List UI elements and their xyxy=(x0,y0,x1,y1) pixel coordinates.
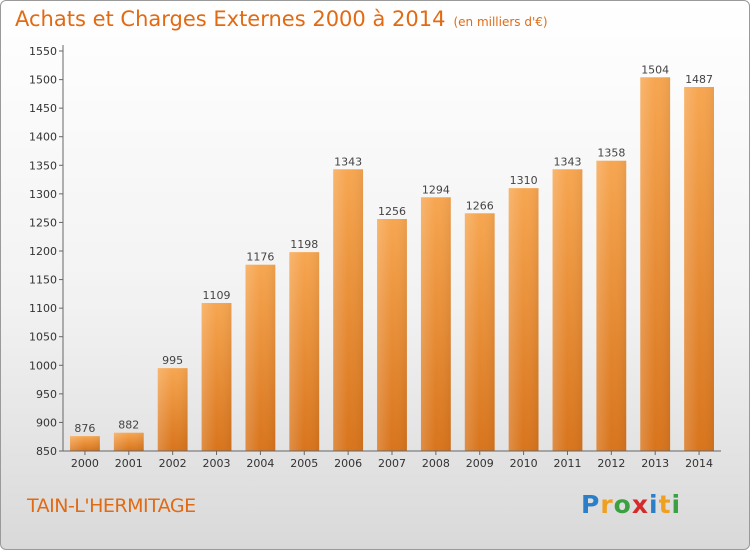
bar-value-label: 1176 xyxy=(246,251,274,264)
chart-title: Achats et Charges Externes 2000 à 2014 xyxy=(15,7,446,31)
bar-shine xyxy=(157,368,188,451)
y-tick-label: 1200 xyxy=(29,245,57,258)
y-tick-label: 1000 xyxy=(29,359,57,372)
bar-shine xyxy=(333,169,364,452)
y-tick-label: 1100 xyxy=(29,302,57,315)
x-tick-label: 2004 xyxy=(246,457,274,470)
x-tick-label: 2014 xyxy=(685,457,713,470)
y-tick-label: 1500 xyxy=(29,74,57,87)
bar-shine xyxy=(70,436,100,451)
x-tick-label: 2001 xyxy=(115,457,143,470)
bar-shine xyxy=(508,188,539,451)
bar-shine xyxy=(552,169,583,452)
bar-shine xyxy=(596,160,627,451)
y-tick-label: 1350 xyxy=(29,159,57,172)
bar-value-label: 1310 xyxy=(510,174,538,187)
x-tick-label: 2008 xyxy=(422,457,450,470)
x-tick-label: 2005 xyxy=(290,457,318,470)
x-tick-label: 2003 xyxy=(203,457,231,470)
bar-value-label: 1294 xyxy=(422,183,450,196)
y-tick-label: 1300 xyxy=(29,188,57,201)
y-tick-label: 900 xyxy=(36,416,57,429)
x-tick-label: 2000 xyxy=(71,457,99,470)
y-tick-label: 1400 xyxy=(29,131,57,144)
bar-value-label: 1343 xyxy=(334,155,362,168)
bar-shine xyxy=(420,197,451,451)
bar-value-label: 1358 xyxy=(597,147,625,160)
bar-value-label: 995 xyxy=(162,354,183,367)
x-tick-label: 2011 xyxy=(553,457,581,470)
y-tick-label: 850 xyxy=(36,445,57,458)
x-tick-label: 2002 xyxy=(159,457,187,470)
y-tick-label: 1050 xyxy=(29,331,57,344)
x-tick-label: 2013 xyxy=(641,457,669,470)
x-tick-label: 2012 xyxy=(597,457,625,470)
bar-value-label: 1343 xyxy=(553,155,581,168)
bar-shine xyxy=(289,252,320,451)
y-tick-label: 1550 xyxy=(29,45,57,58)
bar-shine xyxy=(377,219,407,451)
bar-value-label: 1504 xyxy=(641,63,669,76)
logo-letter: x xyxy=(631,490,649,519)
city-name: TAIN-L'HERMITAGE xyxy=(27,495,196,517)
y-tick-label: 1450 xyxy=(29,102,57,115)
x-tick-label: 2007 xyxy=(378,457,406,470)
y-tick-label: 1150 xyxy=(29,274,57,287)
bar-shine xyxy=(640,77,671,452)
bar-shine xyxy=(684,87,714,451)
bar-shine xyxy=(464,213,495,451)
chart-title-block: Achats et Charges Externes 2000 à 2014 (e… xyxy=(15,7,548,31)
bar-value-label: 1487 xyxy=(685,73,713,86)
bar-value-label: 1198 xyxy=(290,238,318,251)
logo-letter: r xyxy=(600,490,614,519)
logo-letter: i xyxy=(649,490,659,519)
bar-shine xyxy=(201,303,232,451)
logo-letter: P xyxy=(581,490,601,519)
bar-shine xyxy=(113,432,144,451)
logo-letter: i xyxy=(671,490,682,519)
y-tick-label: 1250 xyxy=(29,216,57,229)
bar-value-label: 1256 xyxy=(378,205,406,218)
bar-value-label: 1109 xyxy=(203,289,231,302)
x-tick-label: 2006 xyxy=(334,457,362,470)
proxiti-logo: Proxiti xyxy=(581,490,681,519)
bar-value-label: 1266 xyxy=(466,199,494,212)
bar-value-label: 882 xyxy=(118,419,139,432)
x-tick-label: 2010 xyxy=(510,457,538,470)
y-tick-label: 950 xyxy=(36,388,57,401)
logo-letter: t xyxy=(658,490,672,519)
chart-unit: (en milliers d'€) xyxy=(453,15,548,29)
bar-shine xyxy=(245,264,276,451)
x-tick-label: 2009 xyxy=(466,457,494,470)
bar-value-label: 876 xyxy=(74,422,95,435)
logo-letter: o xyxy=(613,490,632,519)
